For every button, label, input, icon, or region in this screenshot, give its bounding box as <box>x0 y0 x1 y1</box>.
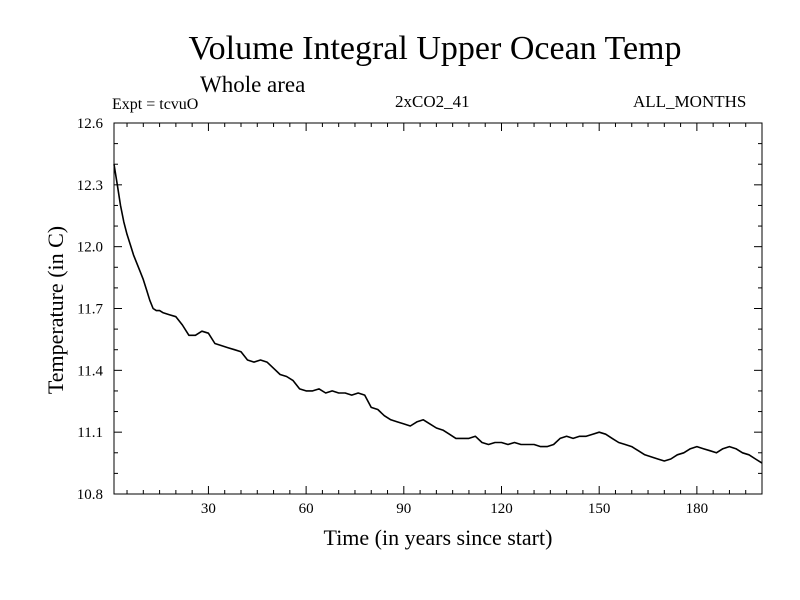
y-tick-label: 11.1 <box>77 425 103 441</box>
x-tick-label: 180 <box>686 501 709 517</box>
x-tick-label: 120 <box>490 501 513 517</box>
x-axis-label: Time (in years since start) <box>323 525 553 550</box>
axis-tick-labels: 30 60 90 120 150 180 10.8 11.1 11.4 11.7 12.0 12.3 1… <box>77 116 708 517</box>
plot-frame <box>113 122 763 495</box>
y-tick-label: 11.4 <box>77 363 103 379</box>
months-label: ALL_MONTHS <box>633 92 747 111</box>
chart-title: Volume Integral Upper Ocean Temp <box>188 30 682 67</box>
axis-ticks <box>114 123 762 494</box>
series-line <box>113 164 763 464</box>
experiment-label: Expt = tcvuO <box>112 96 199 113</box>
chart-subtitle: Whole area <box>200 72 306 97</box>
y-tick-label: 12.6 <box>77 116 104 132</box>
y-tick-label: 10.8 <box>77 487 103 503</box>
x-tick-label: 90 <box>396 501 411 517</box>
x-tick-label: 150 <box>588 501 611 517</box>
x-tick-label: 30 <box>201 501 216 517</box>
x-tick-label: 60 <box>299 501 314 517</box>
run-label: 2xCO2_41 <box>395 92 470 111</box>
y-tick-label: 12.3 <box>77 178 103 194</box>
y-tick-label: 12.0 <box>77 240 103 256</box>
y-tick-label: 11.7 <box>77 302 103 318</box>
